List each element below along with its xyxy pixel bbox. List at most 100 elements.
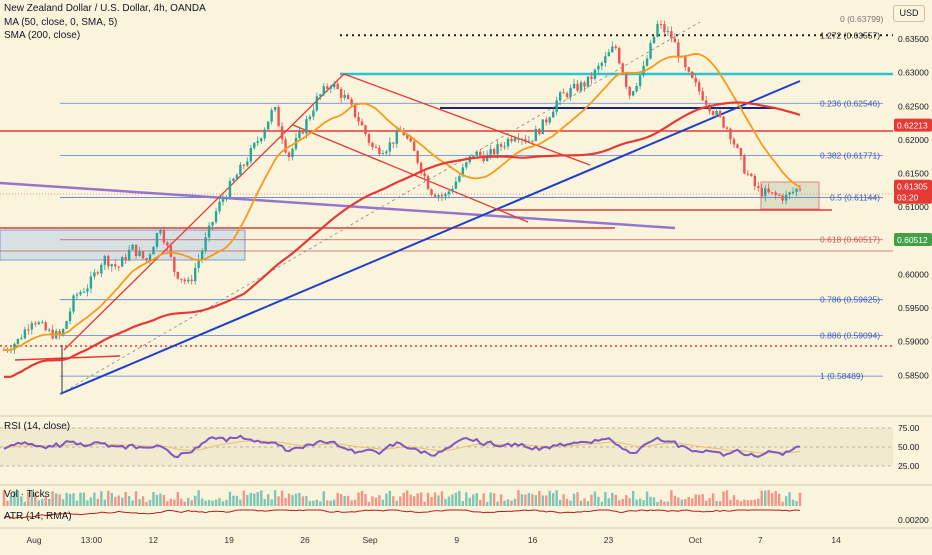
volume-bar bbox=[743, 499, 746, 506]
atr-pane-label[interactable]: ATR (14, RMA) bbox=[4, 511, 72, 522]
candle-body bbox=[558, 92, 562, 101]
price-tick-label: 0.58500 bbox=[898, 370, 929, 380]
volume-bar bbox=[527, 493, 531, 506]
candle-body bbox=[777, 194, 781, 196]
price-tick-label: 0.63000 bbox=[898, 68, 929, 78]
candle-body bbox=[697, 82, 701, 92]
volume-bar bbox=[294, 493, 298, 506]
candle-body bbox=[180, 278, 183, 280]
volume-bar bbox=[499, 494, 503, 506]
candle-body bbox=[82, 291, 86, 293]
candle-body bbox=[360, 121, 364, 126]
price-badge-label: 0.61305 bbox=[897, 182, 928, 192]
candle-body bbox=[96, 272, 100, 274]
volume-bar bbox=[239, 499, 242, 506]
volume-bar bbox=[746, 500, 750, 506]
candle-body bbox=[638, 75, 642, 87]
candle-body bbox=[597, 65, 600, 70]
currency-button[interactable]: USD bbox=[893, 5, 925, 22]
volume-bar bbox=[89, 497, 93, 506]
volume-bar bbox=[652, 497, 656, 506]
candle-body bbox=[312, 110, 315, 117]
ma-indicator-label[interactable]: MA (50, close, 0, SMA, 5) bbox=[4, 17, 118, 28]
candle-body bbox=[211, 221, 214, 226]
candle-body bbox=[684, 56, 687, 68]
volume-bar bbox=[569, 500, 572, 506]
candle-body bbox=[228, 181, 232, 198]
volume-bar bbox=[433, 492, 437, 506]
price-badge-countdown: 03:20 bbox=[897, 193, 919, 203]
candle-body bbox=[412, 141, 416, 151]
volume-bar bbox=[305, 495, 308, 506]
volume-bar bbox=[600, 501, 604, 506]
candle-body bbox=[611, 46, 614, 53]
candle-body bbox=[392, 142, 395, 144]
candle-body bbox=[517, 138, 520, 140]
time-tick-label: 23 bbox=[604, 535, 614, 545]
candle-body bbox=[253, 142, 256, 149]
candle-body bbox=[218, 201, 221, 212]
volume-bar bbox=[51, 491, 54, 506]
candle-body bbox=[430, 189, 433, 195]
candle-body bbox=[645, 58, 649, 66]
candle-body bbox=[465, 162, 468, 168]
volume-bar bbox=[621, 498, 624, 506]
candle-body bbox=[454, 181, 458, 189]
volume-bar bbox=[6, 500, 9, 506]
candle-body bbox=[590, 76, 593, 79]
candle-body bbox=[694, 77, 697, 83]
candle-body bbox=[197, 259, 200, 268]
volume-bar bbox=[360, 490, 364, 506]
volume-bar bbox=[454, 492, 458, 506]
volume-bar bbox=[96, 498, 100, 506]
candle-body bbox=[256, 141, 259, 143]
volume-bar bbox=[430, 497, 433, 506]
candle-body bbox=[451, 188, 454, 192]
candle-body bbox=[565, 93, 569, 97]
candle-body bbox=[287, 152, 291, 158]
volume-bar bbox=[736, 499, 739, 506]
candle-body bbox=[673, 38, 677, 43]
volume-bar bbox=[277, 496, 280, 506]
candle-body bbox=[385, 151, 388, 154]
volume-bar bbox=[256, 492, 259, 506]
volume-bar bbox=[232, 495, 235, 506]
volume-bar bbox=[176, 491, 179, 506]
volume-bar bbox=[704, 500, 708, 506]
volume-bar bbox=[117, 495, 120, 506]
volume-bar bbox=[711, 493, 715, 506]
price-tick-label: 0.63500 bbox=[898, 34, 929, 44]
candle-body bbox=[395, 130, 398, 144]
candle-body bbox=[93, 272, 96, 277]
candle-body bbox=[447, 191, 451, 195]
volume-bar bbox=[266, 494, 270, 506]
sma-indicator-label[interactable]: SMA (200, close) bbox=[4, 30, 81, 41]
candle-body bbox=[621, 63, 624, 75]
candle-body bbox=[37, 322, 40, 325]
volume-bar bbox=[770, 493, 774, 506]
volume-bar bbox=[61, 499, 65, 506]
volume-bar bbox=[86, 500, 89, 506]
volume-bar bbox=[312, 500, 315, 506]
volume-bar bbox=[27, 491, 30, 506]
candle-body bbox=[586, 76, 590, 87]
volume-bar bbox=[472, 494, 475, 506]
candle-body bbox=[371, 142, 374, 148]
trendline-purple bbox=[0, 181, 676, 230]
volume-bar bbox=[187, 497, 190, 506]
candle-body bbox=[496, 144, 499, 155]
volume-bar bbox=[461, 500, 465, 506]
candle-body bbox=[419, 162, 423, 174]
volume-bar bbox=[162, 494, 166, 506]
fib-level-label: 1.272 (0.63557) bbox=[820, 30, 880, 40]
sma200-line bbox=[3, 101, 801, 379]
rsi-pane-label[interactable]: RSI (14, close) bbox=[4, 421, 71, 432]
volume-bar bbox=[406, 490, 409, 506]
volume-bar bbox=[169, 498, 173, 506]
volume-pane-label[interactable]: Vol · Ticks bbox=[4, 489, 50, 500]
volume-bar bbox=[65, 492, 68, 506]
volume-bar bbox=[732, 495, 736, 506]
candle-body bbox=[319, 94, 322, 97]
